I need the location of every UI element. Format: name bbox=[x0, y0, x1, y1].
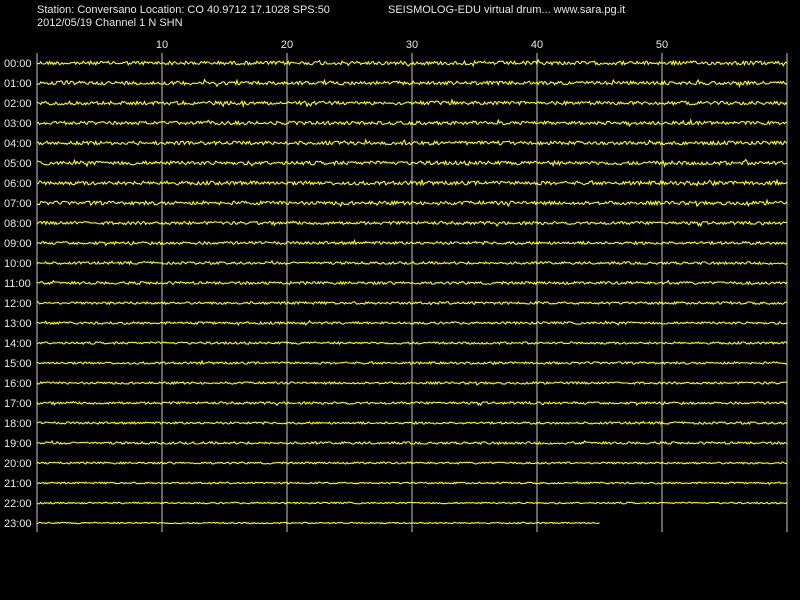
hour-label: 21:00 bbox=[4, 478, 32, 490]
hour-label: 12:00 bbox=[4, 298, 32, 310]
hour-label: 00:00 bbox=[4, 58, 32, 70]
hour-label: 08:00 bbox=[4, 218, 32, 230]
date-channel-info: 2012/05/19 Channel 1 N SHN bbox=[37, 17, 183, 29]
seismic-trace bbox=[36, 58, 788, 68]
seismic-trace bbox=[36, 319, 788, 327]
seismic-trace bbox=[36, 259, 788, 266]
hour-label: 01:00 bbox=[4, 78, 32, 90]
hour-label: 18:00 bbox=[4, 418, 32, 430]
seismic-trace bbox=[36, 501, 788, 505]
hour-label: 02:00 bbox=[4, 98, 32, 110]
x-tick-label: 50 bbox=[656, 39, 668, 51]
seismic-trace bbox=[36, 220, 788, 228]
hour-label: 05:00 bbox=[4, 158, 32, 170]
hour-label: 23:00 bbox=[4, 518, 32, 530]
seismic-trace bbox=[36, 480, 788, 486]
seismic-trace bbox=[36, 420, 788, 426]
seismic-trace bbox=[36, 279, 788, 286]
seismic-trace bbox=[36, 340, 788, 346]
label-layer: 10 20 30 40 50 00:00 01:00 02:00 03:00 04:00 05:00… bbox=[4, 39, 668, 530]
hour-label: 14:00 bbox=[4, 338, 32, 350]
hour-label: 13:00 bbox=[4, 318, 32, 330]
seismic-trace bbox=[36, 117, 788, 127]
hour-label: 07:00 bbox=[4, 198, 32, 210]
hour-label: 19:00 bbox=[4, 438, 32, 450]
x-tick-label: 10 bbox=[156, 39, 168, 51]
seismic-trace bbox=[36, 158, 788, 168]
seismic-trace bbox=[36, 400, 788, 407]
seismic-trace bbox=[36, 98, 788, 109]
hour-label: 09:00 bbox=[4, 238, 32, 250]
seismic-trace bbox=[36, 138, 788, 147]
x-tick-label: 30 bbox=[406, 39, 418, 51]
hour-label: 06:00 bbox=[4, 178, 32, 190]
hour-label: 04:00 bbox=[4, 138, 32, 150]
x-tick-label: 40 bbox=[531, 39, 543, 51]
hour-label: 15:00 bbox=[4, 358, 32, 370]
hour-label: 11:00 bbox=[4, 278, 31, 290]
seismic-trace bbox=[36, 440, 788, 446]
app-title: SEISMOLOG-EDU virtual drum... www.sara.p… bbox=[388, 4, 626, 16]
hour-label: 16:00 bbox=[4, 378, 32, 390]
trace-layer bbox=[36, 58, 788, 525]
seismic-trace bbox=[36, 521, 600, 525]
hour-label: 17:00 bbox=[4, 398, 32, 410]
seismic-trace bbox=[36, 461, 788, 465]
hour-label: 20:00 bbox=[4, 458, 32, 470]
station-info: Station: Conversano Location: CO 40.9712… bbox=[37, 4, 330, 16]
seismic-trace bbox=[36, 78, 788, 88]
seismic-trace bbox=[36, 359, 788, 366]
seismic-trace bbox=[36, 238, 788, 247]
seismic-trace bbox=[36, 300, 788, 306]
seismic-trace bbox=[36, 198, 788, 208]
hour-label: 10:00 bbox=[4, 258, 32, 270]
seismic-trace bbox=[36, 178, 788, 188]
grid-layer bbox=[36, 53, 788, 532]
hour-label: 22:00 bbox=[4, 498, 32, 510]
hour-label: 03:00 bbox=[4, 118, 32, 130]
seismic-trace bbox=[36, 380, 788, 386]
x-tick-label: 20 bbox=[281, 39, 293, 51]
